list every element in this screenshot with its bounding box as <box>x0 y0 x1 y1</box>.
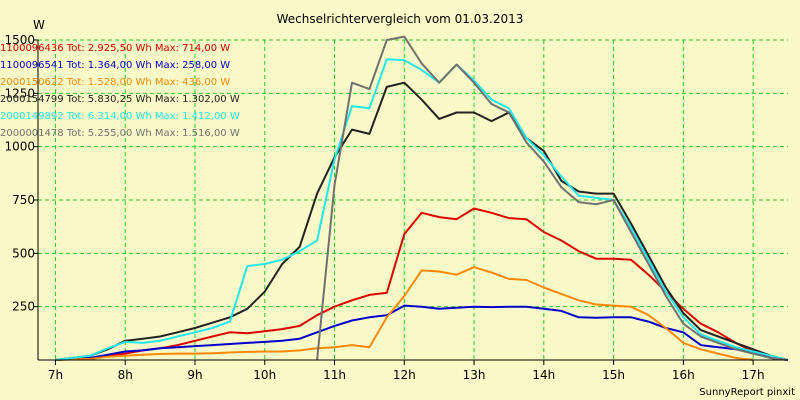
series-line-6 <box>316 35 789 361</box>
x-tick-label: 12h <box>393 368 416 382</box>
credit-label: SunnyReport pinxit <box>699 387 795 398</box>
series-line-3 <box>55 266 754 361</box>
legend-entry-5: 2000149892 Tot: 6.314,00 Wh Max: 1.412,0… <box>0 111 240 122</box>
legend-entry-1: 1100096436 Tot: 2.925,50 Wh Max: 714,00 … <box>0 43 230 54</box>
x-tick-label: 8h <box>118 368 133 382</box>
x-tick-label: 13h <box>463 368 486 382</box>
y-tick-label: 1250 <box>4 86 35 100</box>
series-line-4 <box>55 81 789 361</box>
x-tick-label: 17h <box>742 368 765 382</box>
y-tick-label: 750 <box>12 193 35 207</box>
x-tick-label: 11h <box>323 368 346 382</box>
series-line-5 <box>55 58 789 361</box>
axes <box>33 39 788 365</box>
x-tick-label: 14h <box>532 368 555 382</box>
legend-entry-3: 2000150622 Tot: 1.528,00 Wh Max: 436,00 … <box>0 77 230 88</box>
series-lines <box>55 35 789 361</box>
legend-entry-2: 1100096541 Tot: 1.364,00 Wh Max: 258,00 … <box>0 60 230 71</box>
legend-entry-6: 2000001478 Tot: 5.255,00 Wh Max: 1.516,0… <box>0 128 240 139</box>
y-tick-label: 250 <box>12 300 35 314</box>
y-tick-labels: 250 500 750 1000 1250 1500 <box>4 33 35 314</box>
x-tick-label: 9h <box>187 368 202 382</box>
chart-title: Wechselrichtervergleich vom 01.03.2013 <box>277 12 524 26</box>
x-tick-label: 15h <box>602 368 625 382</box>
y-tick-label: 1000 <box>4 140 35 154</box>
x-tick-label: 10h <box>253 368 276 382</box>
y-tick-label: 500 <box>12 246 35 260</box>
y-tick-label: 1500 <box>4 33 35 47</box>
legend-entry-4: 2000154799 Tot: 5.830,25 Wh Max: 1.302,0… <box>0 94 240 105</box>
x-tick-label: 16h <box>672 368 695 382</box>
y-axis-unit: W <box>33 18 45 32</box>
x-tick-labels: 7h 8h 9h 10h 11h 12h 13h 14h 15h 16h 17h <box>48 368 765 382</box>
legend: 1100096436 Tot: 2.925,50 Wh Max: 714,00 … <box>0 43 240 139</box>
x-tick-label: 7h <box>48 368 63 382</box>
series-line-2 <box>55 304 789 361</box>
